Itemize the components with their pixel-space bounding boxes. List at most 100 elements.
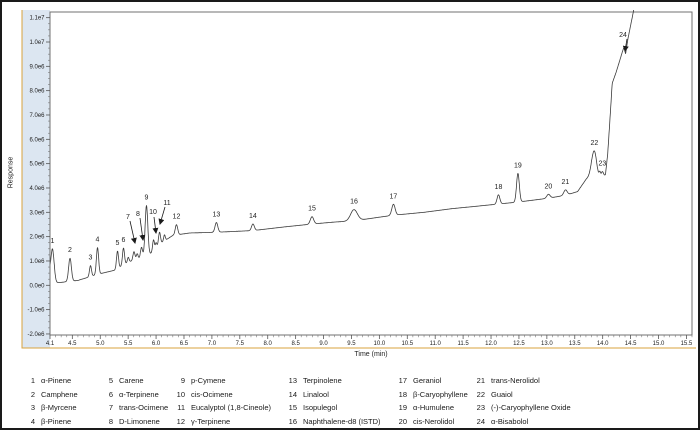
legend-entry-name: Isopulegol — [303, 403, 338, 412]
y-axis-title: Response — [7, 156, 15, 189]
legend-entry-number: 18 — [398, 389, 407, 399]
legend-entry-name: α-Humulene — [413, 403, 455, 412]
legend-entry-number: 5 — [108, 376, 113, 385]
legend-entry-number: 11 — [177, 403, 185, 412]
legend-entry-number: 6 — [108, 389, 113, 399]
plot-frame — [49, 11, 693, 336]
legend-entry-11: 11 Eucalyptol (1,8-Cineole) — [174, 401, 286, 415]
axis-area-border — [21, 10, 696, 349]
svg-text:3.0e6: 3.0e6 — [29, 210, 45, 216]
peak-label-17: 17 — [390, 193, 398, 200]
legend-entry-number: 19 — [398, 403, 407, 412]
svg-text:5.0: 5.0 — [96, 341, 105, 347]
svg-text:8.5: 8.5 — [291, 341, 300, 347]
legend-entry-number: 15 — [288, 403, 297, 412]
peak-label-7: 7 — [126, 214, 130, 221]
peak-label-14: 14 — [249, 213, 257, 220]
legend-entry-name: (-)-Caryophyllene Oxide — [491, 403, 571, 412]
peak-label-16: 16 — [350, 199, 358, 206]
x-axis-ticks: 4.1 4.5 5.0 5.5 6.0 6.5 7.0 7.5 8.0 8.5 9.0 9.5 10.0… — [46, 335, 693, 347]
svg-text:1.1e7: 1.1e7 — [29, 16, 45, 22]
legend-entry-15: 15 Isopulegol — [286, 401, 396, 415]
legend-entry-name: Terpinolene — [303, 376, 342, 385]
svg-text:0.0e0: 0.0e0 — [29, 283, 45, 289]
legend-entry-5: 5 Carene — [102, 374, 174, 388]
legend-entry-name: α-Bisabolol — [491, 416, 529, 426]
svg-text:1.0e6: 1.0e6 — [29, 259, 45, 265]
svg-text:1.0e7: 1.0e7 — [29, 40, 45, 46]
legend-entry-17: 17 Geraniol — [396, 374, 474, 388]
svg-text:13.5: 13.5 — [569, 341, 581, 347]
legend-entry-number: 9 — [180, 376, 185, 385]
legend-entry-name: β-Pinene — [41, 416, 72, 426]
legend-entry-19: 19 α-Humulene — [396, 401, 474, 415]
legend-entry-number: 20 — [398, 416, 407, 426]
svg-text:13.0: 13.0 — [541, 341, 553, 347]
svg-text:9.0e6: 9.0e6 — [29, 64, 45, 70]
legend-entry-7: 7 trans-Ocimene — [102, 401, 174, 415]
legend-entry-number: 23 — [476, 403, 485, 412]
svg-text:2.0e6: 2.0e6 — [29, 235, 45, 241]
peak-arrow-7 — [129, 220, 137, 244]
peak-label-1: 1 — [50, 238, 54, 245]
legend-entry-name: β-Caryophyllene — [413, 389, 468, 399]
legend-entry-name: p-Cymene — [191, 376, 226, 385]
peak-annotations: 7 8 10 11 24 — [126, 32, 629, 244]
legend-entry-number: 16 — [288, 416, 297, 426]
svg-text:8.0: 8.0 — [264, 341, 273, 347]
legend-entry-14: 14 Linalool — [286, 388, 396, 402]
legend-entry-number: 22 — [476, 389, 485, 399]
svg-text:6.0: 6.0 — [152, 341, 161, 347]
svg-text:15.0: 15.0 — [653, 341, 665, 347]
legend-entry-number: 12 — [176, 416, 185, 426]
legend-entry-name: cis-Nerolidol — [413, 416, 455, 426]
peak-label-20: 20 — [545, 183, 553, 190]
svg-text:6.5: 6.5 — [180, 341, 189, 347]
peak-label-2: 2 — [68, 247, 72, 254]
legend-entry-8: 8 D-Limonene — [102, 415, 174, 429]
svg-text:7.0: 7.0 — [208, 341, 217, 347]
legend-entry-23: 23 (-)-Caryophyllene Oxide — [474, 401, 684, 415]
legend-entry-6: 6 α-Terpinene — [102, 388, 174, 402]
svg-text:-2.0e6: -2.0e6 — [27, 332, 45, 338]
legend-entry-number: 1 — [30, 376, 35, 385]
svg-text:14.5: 14.5 — [625, 341, 637, 347]
peak-label-24: 24 — [619, 32, 627, 39]
legend-entry-24: 24 α-Bisabolol — [474, 415, 684, 429]
peak-arrow-11 — [158, 206, 166, 225]
peak-arrow-8 — [139, 217, 146, 241]
svg-text:10.5: 10.5 — [401, 341, 413, 347]
svg-text:10.0: 10.0 — [374, 341, 386, 347]
svg-text:7.0e6: 7.0e6 — [29, 113, 45, 119]
peak-label-8: 8 — [136, 211, 140, 218]
svg-text:14.0: 14.0 — [597, 341, 609, 347]
peak-label-3: 3 — [89, 255, 93, 262]
svg-text:4.5: 4.5 — [68, 341, 77, 347]
legend-entry-number: 7 — [108, 403, 113, 412]
legend-entry-9: 9 p-Cymene — [174, 374, 286, 388]
legend-entry-1: 1 α-Pinene — [24, 374, 102, 388]
peak-label-15: 15 — [308, 206, 316, 213]
peak-label-9: 9 — [145, 195, 149, 202]
peak-label-21: 21 — [562, 179, 570, 186]
svg-text:-1.0e6: -1.0e6 — [27, 308, 45, 314]
legend-entry-number: 4 — [30, 416, 35, 426]
legend-entry-number: 21 — [476, 376, 485, 385]
legend-entry-name: γ-Terpinene — [191, 416, 231, 426]
legend-entry-4: 4 β-Pinene — [24, 415, 102, 429]
peak-arrow-10 — [152, 216, 159, 234]
legend-entry-12: 12 γ-Terpinene — [174, 415, 286, 429]
legend-entry-name: Carene — [119, 376, 144, 385]
legend-entry-name: D-Limonene — [119, 416, 160, 426]
svg-text:15.5: 15.5 — [681, 341, 693, 347]
legend-entry-number: 14 — [288, 389, 297, 399]
legend: 1 α-Pinene 2 Camphene 3 β-Myrcene 4 β-Pinene 5 Ca… — [24, 374, 684, 428]
svg-text:9.5: 9.5 — [347, 341, 356, 347]
svg-text:7.5: 7.5 — [236, 341, 245, 347]
legend-entry-number: 8 — [108, 416, 113, 426]
legend-entry-number: 17 — [398, 376, 407, 385]
x-axis-title: Time (min) — [354, 351, 388, 358]
